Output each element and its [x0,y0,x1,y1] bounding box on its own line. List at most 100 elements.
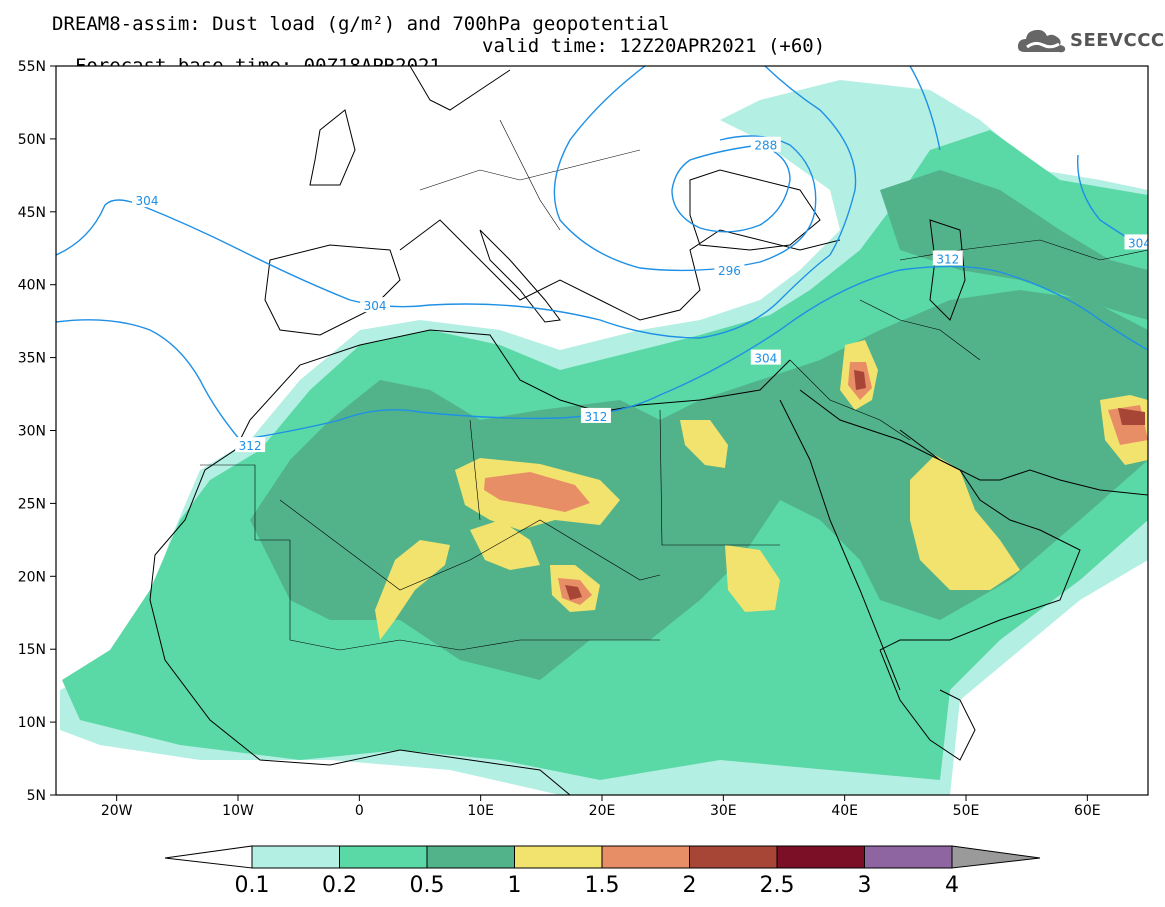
contour-296 [553,66,817,272]
border-sahara-2 [469,419,481,521]
dust-field [60,80,1148,795]
lat-tick-label: 30N [18,424,46,440]
dust-region-2-iran [1118,408,1145,425]
contour-label-bg [580,407,611,423]
dust-region-2-iraq [854,370,866,390]
lat-tick-label: 20N [18,569,46,585]
colorbar-label: 2.5 [760,873,795,898]
colorbar-label: 1 [508,873,522,898]
lon-tick-label: 30E [710,803,737,819]
colorbar-labels: 0.1 0.2 0.5 1 1.5 2 2.5 3 4 [235,873,960,898]
lat-tick-label: 50N [18,132,46,148]
contour-304-west [56,199,831,339]
logo-text: SEEVCCC [1070,30,1165,51]
coastline-north-africa [249,329,791,421]
coastlines [149,66,1148,795]
border-sahara-3 [659,409,780,546]
contour-label-bg [132,192,162,208]
coastline-scandinavia [409,66,511,111]
border-europe-2 [499,119,561,231]
contour-label: 288 [754,139,777,153]
coastline-europe [399,219,841,321]
cloud-icon [1017,29,1066,53]
seevccc-logo: SEEVCCC [1015,24,1164,58]
colorbar-box [514,845,603,869]
colorbar-label: 0.5 [410,873,445,898]
contour-label-bg [932,250,963,266]
lat-tick-label: 45N [18,205,46,221]
dust-region-1-egypt [725,545,780,612]
contour-label: 312 [584,410,607,424]
border-sahara-4 [200,464,291,640]
dust-region-0.5-north [880,170,1148,320]
contour-label-bg [750,136,781,152]
lon-tick-label: 40E [831,803,858,819]
contour-label: 304 [136,194,159,208]
coastline-british-isles [309,109,356,186]
map-area: 304 304 304 304 312 312 312 296 288 [56,66,1148,795]
contour-label-bg [360,297,391,313]
colorbar-label: 1.5 [585,873,620,898]
dust-region-1-sahara-b [470,520,540,570]
contour-label: 304 [754,352,777,366]
contour-label-bg [1124,234,1148,250]
contour-312-north [909,66,941,151]
contour-label: 304 [364,299,387,313]
dust-region-1-mali [375,540,450,640]
contour-label: 296 [718,264,741,278]
lon-tick-label: 50E [953,803,980,819]
lon-tick-label: 60E [1074,803,1101,819]
contour-label-bg [750,349,781,365]
lat-tick-label: 15N [18,642,46,658]
border-europe-1 [419,149,641,191]
colorbar-label: 4 [945,873,959,898]
coastline-italy [479,229,561,323]
border-sahel [289,639,660,651]
contour-label: 312 [936,252,959,266]
colorbar-box [251,845,340,869]
geopotential-contours [56,66,1148,441]
colorbar-boxes [251,845,953,869]
colorbar-high-arrow [951,845,1041,869]
lat-tick-label: 55N [18,59,46,75]
dust-region-0.5 [250,290,1148,680]
contour-label-bg [714,262,745,278]
coastline-persian-gulf [899,429,1148,496]
colorbar-box [864,845,953,869]
colorbar: 0.1 0.2 0.5 1 1.5 2 2.5 3 4 [164,845,1041,898]
colorbar-box [426,845,515,869]
colorbar-label: 0.1 [235,873,270,898]
lat-tick-label: 35N [18,351,46,367]
dust-region-1-libya [680,420,728,468]
lon-tick-label: 10W [222,803,254,819]
longitude-axis: 20W 10W 0 10E 20E 30E 40E 50E 60E [101,795,1101,819]
lon-tick-label: 10E [467,803,494,819]
colorbar-low-arrow [164,845,253,869]
coastline-west-africa [149,419,571,795]
lon-tick-label: 20W [101,803,133,819]
valid-time: valid time: 12Z20APR2021 (+60) [482,35,826,57]
contour-312 [239,265,1148,441]
contour-labels: 304 304 304 304 312 312 312 296 288 [132,136,1148,453]
lat-tick-label: 25N [18,496,46,512]
colorbar-box [339,845,428,869]
colorbar-box [689,845,778,869]
lon-tick-label: 20E [589,803,616,819]
contour-label-bg [235,437,266,453]
lat-tick-label: 40N [18,278,46,294]
coastline-arabia [799,389,1081,651]
lat-tick-label: 10N [18,715,46,731]
border-sahara-1 [279,499,661,591]
colorbar-label: 3 [858,873,872,898]
border-middle-east-2 [859,299,981,361]
colorbar-box [601,845,690,869]
country-borders [200,119,1148,651]
colorbar-label: 0.2 [322,873,357,898]
dust-region-1.5-sahara [484,472,590,512]
lat-tick-label: 5N [27,788,46,804]
coastline-horn-africa [879,649,976,761]
contour-304-north [764,66,857,256]
map-title: DREAM8-assim: Dust load (g/m²) and 700hP… [52,13,670,35]
colorbar-label: 2 [683,873,697,898]
